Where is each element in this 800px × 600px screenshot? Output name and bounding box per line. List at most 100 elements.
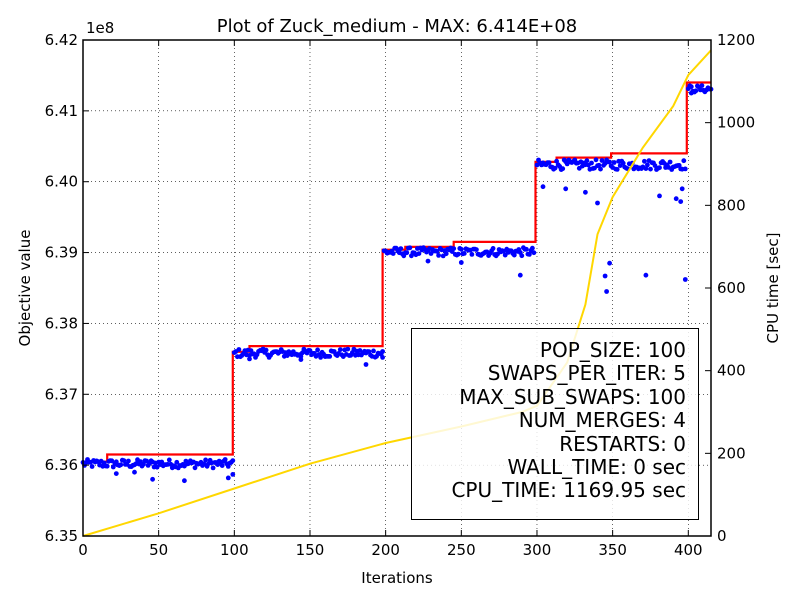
axis-ticks: 0 50 100 150 200 250 300 350 400 6.35 6.36 6.37 6.38… [45, 31, 756, 559]
population-point [596, 162, 602, 168]
population-point [210, 465, 216, 471]
population-point [527, 252, 532, 257]
population-point [595, 200, 600, 206]
population-point [390, 251, 396, 256]
y-tick-label: 6.40 [45, 173, 78, 191]
population-point [678, 199, 684, 205]
population-point [425, 258, 431, 264]
param-num-merges: NUM_MERGES: 4 [518, 408, 686, 433]
population-point [602, 273, 608, 279]
population-point [682, 277, 688, 282]
x-tick-label: 400 [674, 541, 703, 559]
population-point [225, 475, 231, 481]
population-point [490, 246, 496, 251]
population-point [679, 186, 685, 192]
population-point [607, 260, 612, 266]
population-point [643, 272, 649, 278]
param-swaps-per-iter: SWAPS_PER_ITER: 5 [487, 361, 686, 386]
population-point [546, 160, 552, 166]
population-point [584, 158, 590, 164]
population-point [531, 250, 537, 256]
y-axis-label: Objective value [16, 230, 34, 347]
population-point [132, 469, 137, 475]
y-tick-label: 6.42 [45, 31, 78, 49]
population-point [104, 463, 110, 469]
y2-tick-label: 1000 [717, 114, 755, 132]
population-point [643, 166, 649, 172]
population-point [611, 160, 617, 165]
y-tick-label: 6.39 [45, 244, 78, 262]
population-point [458, 246, 464, 252]
population-point [263, 347, 269, 353]
population-point [230, 458, 236, 463]
population-point [530, 245, 535, 251]
population-point [141, 461, 146, 467]
param-pop-size: POP_SIZE: 100 [539, 338, 686, 362]
y-tick-label: 6.41 [45, 102, 78, 120]
y-axis-multiplier: 1e8 [86, 19, 114, 37]
population-point [451, 246, 457, 252]
chart-title: Plot of Zuck_medium - MAX: 6.414E+08 [217, 16, 578, 37]
population-point [657, 193, 662, 199]
population-point [667, 159, 673, 165]
population-point [614, 167, 620, 172]
population-point [688, 90, 694, 96]
population-point [657, 165, 662, 171]
population-point [524, 246, 529, 252]
population-point [620, 160, 626, 166]
population-point [455, 251, 461, 257]
y2-tick-label: 400 [717, 362, 746, 380]
population-point [307, 348, 313, 353]
population-point [236, 347, 242, 352]
population-point [517, 272, 523, 278]
population-point [583, 189, 588, 195]
population-point [121, 458, 127, 463]
population-point [398, 246, 404, 252]
population-point [461, 251, 467, 256]
y-tick-label: 6.36 [45, 456, 78, 474]
population-point [380, 355, 385, 360]
y2-tick-label: 200 [717, 444, 746, 462]
population-point [434, 249, 440, 254]
x-tick-label: 0 [78, 541, 88, 559]
population-point [380, 349, 385, 354]
population-point [648, 166, 653, 172]
population-point [511, 252, 517, 258]
population-point [645, 162, 650, 168]
y2-tick-label: 600 [717, 279, 746, 297]
y2-tick-label: 1200 [717, 31, 755, 49]
population-point [682, 166, 688, 172]
population-point [540, 184, 546, 190]
y2-tick-label: 0 [717, 527, 727, 545]
population-point [554, 158, 559, 164]
y-tick-label: 6.38 [45, 314, 78, 332]
population-point [150, 476, 156, 482]
parameters-box: POP_SIZE: 100 SWAPS_PER_ITER: 5 MAX_SUB_… [411, 328, 699, 520]
population-point [315, 347, 320, 353]
population-point [219, 463, 225, 468]
population-point [192, 465, 198, 471]
x-axis-label: Iterations [361, 569, 433, 587]
population-point [125, 458, 131, 464]
population-point [230, 472, 236, 477]
population-point [469, 252, 475, 257]
population-point [552, 165, 558, 171]
param-wall-time: WALL_TIME: 0 sec [507, 455, 686, 480]
x-tick-label: 250 [447, 541, 476, 559]
population-point [337, 347, 343, 352]
population-point [699, 83, 705, 88]
population-point [113, 471, 119, 476]
population-point [404, 250, 410, 256]
population-point [416, 251, 422, 256]
population-point [598, 166, 603, 172]
population-point [371, 348, 376, 354]
population-point [166, 457, 172, 463]
y2-axis-label: CPU time [sec] [764, 233, 782, 344]
population-point [443, 251, 449, 257]
population-point [247, 356, 252, 362]
y-tick-label: 6.35 [45, 527, 78, 545]
population-point [604, 289, 609, 294]
population-point [109, 458, 115, 464]
population-point [318, 355, 323, 360]
